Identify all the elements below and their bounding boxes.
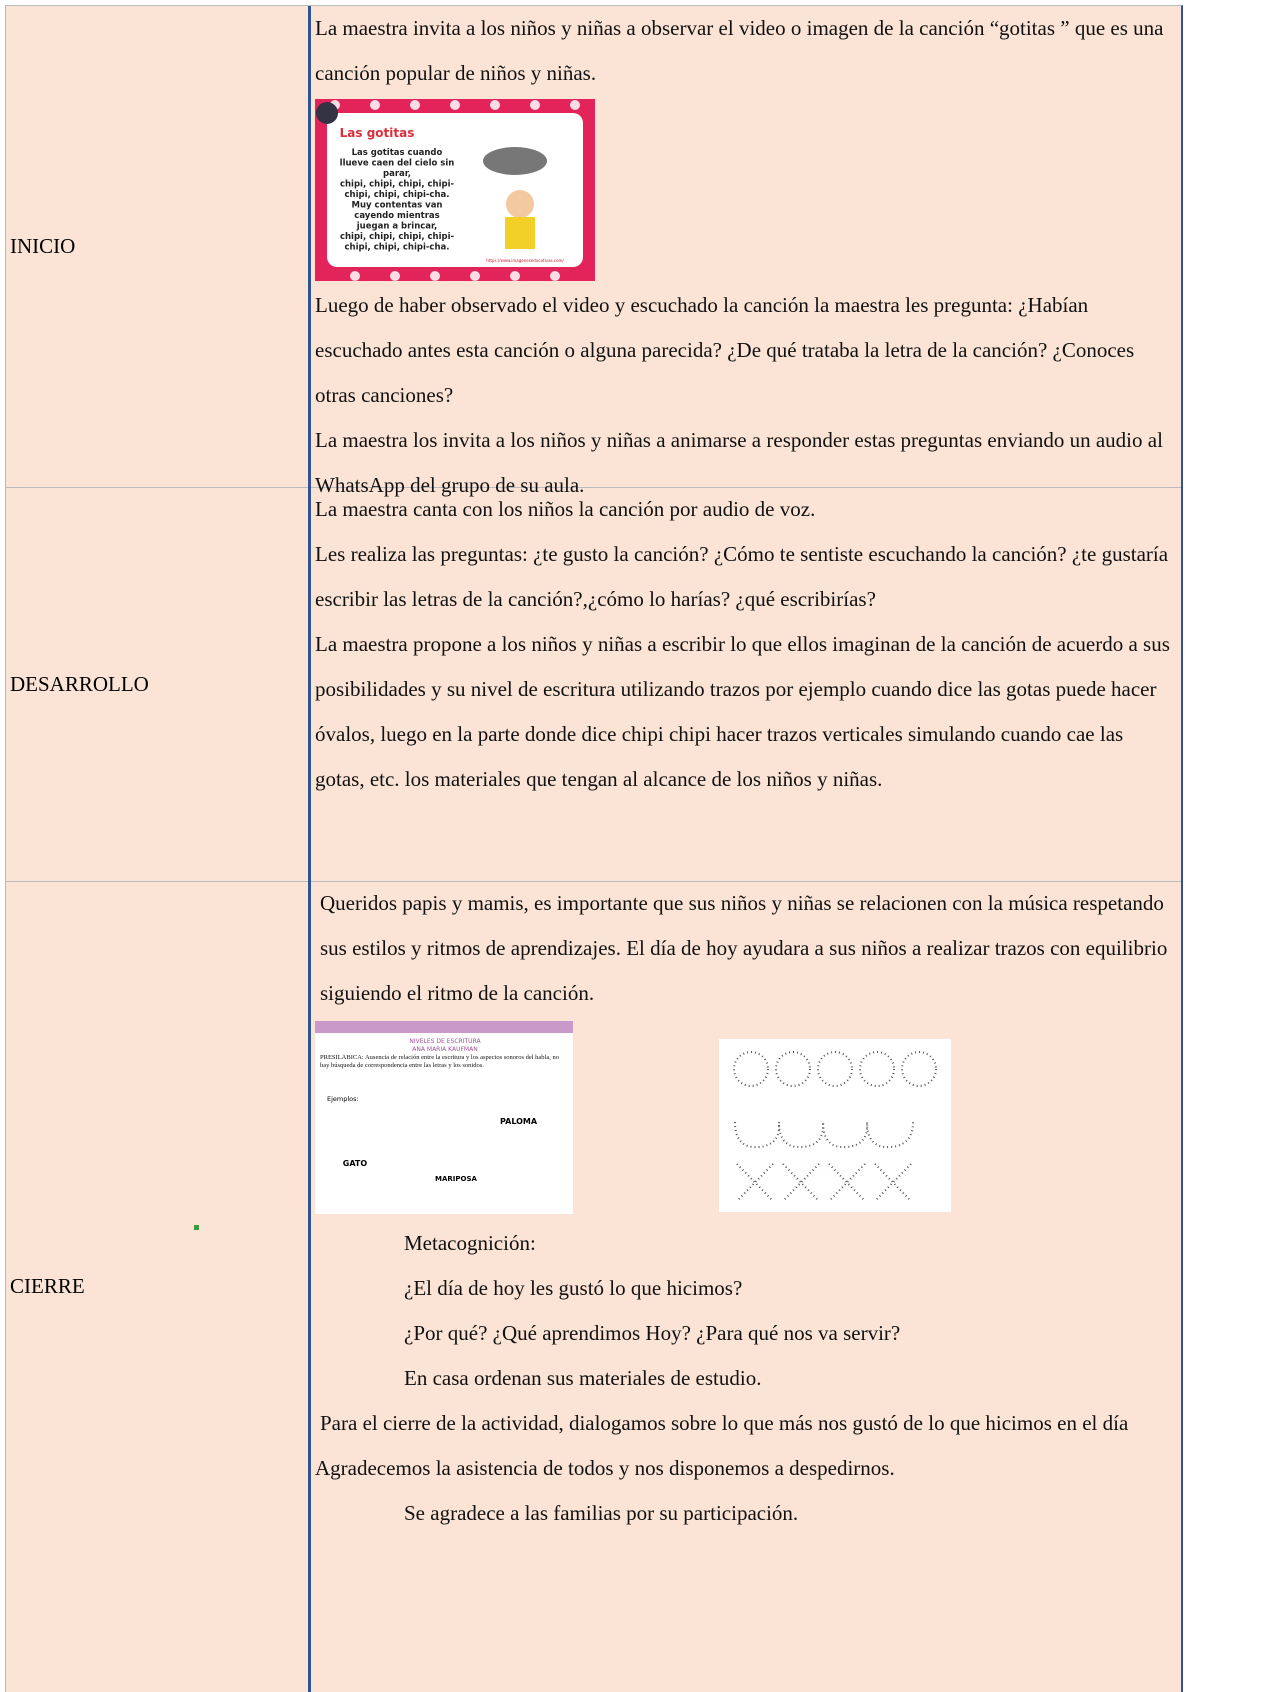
row-label: INICIO (10, 234, 76, 258)
images: NIVELES DE ESCRITURA ANA MARIA KAUFMAN P… (315, 1021, 1177, 1221)
row-inicio: INICIO La maestra invita a los niños y n… (6, 6, 1181, 497)
row-cierre: CIERRE Queridos papis y mamis, es import… (6, 881, 1181, 1692)
writing-levels-image: NIVELES DE ESCRITURA ANA MARIA KAUFMAN P… (315, 1021, 573, 1214)
row-desarrollo: DESARROLLO La maestra canta con los niño… (6, 487, 1181, 882)
lyric-line: llueve caen del cielo sin (340, 159, 455, 169)
paragraph: ¿Por qué? ¿Qué aprendimos Hoy? ¿Para qué… (404, 1321, 901, 1345)
separator (308, 881, 311, 1692)
image-text: Ejemplos: (327, 1095, 359, 1103)
bullet (194, 1225, 199, 1230)
paragraph: La maestra propone a los niños y niñas a… (315, 632, 1170, 791)
paragraph: La maestra canta con los niños la canció… (315, 497, 816, 521)
word: GATO (343, 1159, 368, 1168)
separator (308, 487, 311, 881)
image-subtitle: ANA MARIA KAUFMAN (412, 1046, 477, 1053)
row-label: CIERRE (10, 1274, 85, 1298)
lyric-line: cayendo mientras (354, 211, 439, 221)
lyric-line: chipi, chipi, chipi-cha. (345, 190, 450, 200)
lyric-line: chipi, chipi, chipi, chipi- (340, 180, 455, 190)
row-label: DESARROLLO (10, 671, 149, 696)
lyric-line: parar, (383, 169, 411, 179)
lyric-line: Las gotitas cuando (352, 148, 443, 158)
tracing-image (719, 1039, 951, 1212)
image-title: NIVELES DE ESCRITURA (409, 1038, 481, 1045)
paragraph: ¿El día de hoy les gustó lo que hicimos? (404, 1276, 743, 1300)
paragraph: Les realiza las preguntas: ¿te gusto la … (315, 542, 1169, 611)
paragraph: En casa ordenan sus materiales de estudi… (404, 1366, 762, 1390)
paragraph: Metacognición: (404, 1231, 536, 1255)
lyric-line: chipi, chipi, chipi-cha. (345, 243, 450, 253)
cell-content: Queridos papis y mamis, es importante qu… (315, 881, 1177, 1536)
paragraph: Queridos papis y mamis, es importante qu… (320, 891, 1168, 1005)
image-title: Las gotitas (340, 126, 415, 140)
paragraph: Se agradece a las familias por su partic… (404, 1501, 799, 1525)
image-text: PRESILÁBICA: Ausencia de relación entre … (320, 1054, 559, 1069)
separator (308, 6, 311, 487)
cell-content: La maestra canta con los niños la canció… (315, 487, 1177, 802)
word: MARIPOSA (435, 1175, 478, 1183)
paragraph: Agradecemos la asistencia de todos y nos… (315, 1456, 895, 1480)
image-url: https://www.imageneseducativas.com/ (486, 258, 564, 263)
paragraph: Para el cierre de la actividad, dialogam… (320, 1411, 1129, 1435)
word: PALOMA (500, 1117, 538, 1126)
lyric-line: Muy contentas van (352, 201, 443, 211)
cell-content: La maestra invita a los niños y niñas a … (315, 6, 1177, 508)
paragraph: Luego de haber observado el video y escu… (315, 293, 1135, 407)
table: INICIO La maestra invita a los niños y n… (5, 5, 1183, 1692)
paragraph: La maestra los invita a los niños y niña… (315, 428, 1163, 497)
paragraph: La maestra invita a los niños y niñas a … (315, 16, 1164, 85)
lyric-line: chipi, chipi, chipi, chipi- (340, 232, 455, 242)
lyric-line: juegan a brincar, (356, 222, 437, 232)
